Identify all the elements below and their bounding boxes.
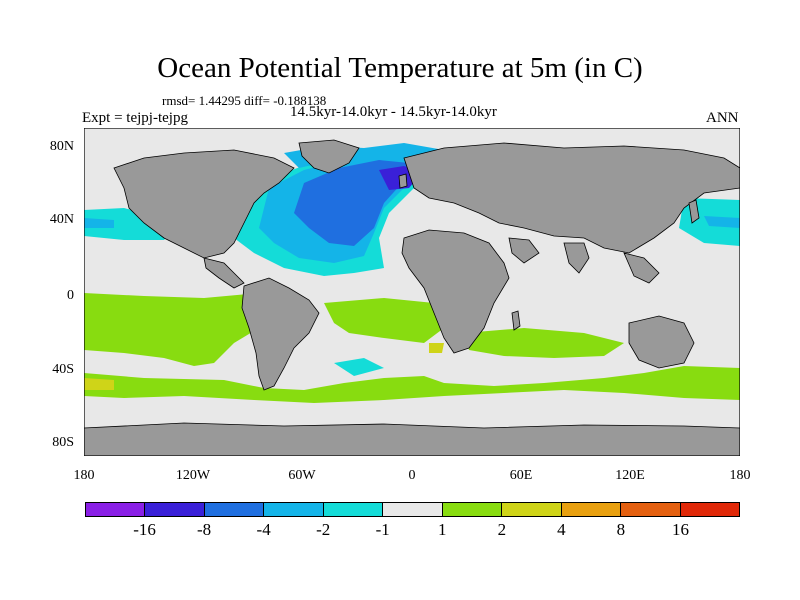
period-label: 14.5kyr-14.0kyr - 14.5kyr-14.0kyr (290, 104, 497, 120)
colorbar-label: -2 (316, 520, 331, 539)
x-tick-label: 180 (729, 468, 751, 483)
colorbar-swatch (264, 503, 324, 516)
north-pacific-band-region (84, 218, 114, 228)
southern-ocean-warm-region (84, 366, 740, 403)
x-tick-label: 0 (408, 468, 416, 483)
x-tick-label: 120W (175, 468, 211, 483)
colorbar-swatch (442, 503, 503, 516)
colorbar-swatch (204, 503, 265, 516)
land-masses (84, 139, 740, 456)
antarctica-land (84, 422, 740, 456)
x-tick-label: 60W (288, 468, 316, 483)
eurasia-land (403, 142, 740, 254)
y-tick-label: 80N (49, 139, 74, 154)
y-tick-label: 0 (67, 288, 74, 303)
southeast-asia-land (623, 252, 660, 284)
japan-land (688, 199, 700, 224)
south-america-land (241, 277, 320, 391)
arabia-land (508, 237, 540, 264)
y-tick-label: 40S (52, 362, 74, 377)
colorbar-swatch (621, 503, 681, 516)
world-map (84, 128, 740, 456)
x-tick-label: 60E (509, 468, 533, 483)
x-tick-label: 180 (73, 468, 95, 483)
south-atlantic-warm-region (324, 298, 444, 343)
madagascar-land (511, 310, 521, 331)
southern-ocean-patch-region (84, 378, 114, 390)
colorbar-swatch (86, 503, 146, 516)
south-indian-patch-region (429, 343, 444, 353)
indian-ocean-warm-region (464, 328, 624, 358)
colorbar-label: 2 (497, 520, 507, 539)
colorbar-swatch (383, 503, 443, 516)
colorbar-label: 8 (616, 520, 626, 539)
pacific-warm-region (84, 293, 274, 366)
central-america-land (203, 257, 245, 289)
colorbar-label: -1 (375, 520, 390, 539)
season-label: ANN (706, 110, 739, 126)
greenland-land (298, 139, 360, 174)
colorbar-label: 4 (557, 520, 566, 539)
india-land (563, 242, 590, 274)
colorbar-label: 16 (671, 520, 689, 539)
north-pacific-east-band-region (704, 216, 740, 228)
colorbar-label: -4 (256, 520, 271, 539)
colorbar-label: 1 (438, 520, 447, 539)
colorbar-swatch (502, 503, 562, 516)
y-tick-label: 40N (49, 212, 74, 227)
uk-land (398, 173, 408, 189)
x-tick-label: 120E (615, 468, 645, 483)
colorbar-label: -8 (196, 520, 212, 539)
colorbar-swatch (323, 503, 384, 516)
north-america-land (113, 149, 295, 259)
colorbar-label: -16 (133, 520, 156, 539)
y-tick-label: 80S (52, 435, 74, 450)
north-atlantic-strong-region (294, 160, 409, 246)
experiment-label: Expt = tejpj-tejpg (82, 110, 188, 126)
stats-line: rmsd= 1.44295 diff= -0.188138 (162, 93, 327, 108)
chart-title: Ocean Potential Temperature at 5m (in C) (157, 52, 643, 84)
colorbar-swatch (561, 503, 622, 516)
australia-land (628, 315, 695, 369)
colorbar-swatch (680, 503, 739, 516)
colorbar-swatch (145, 503, 205, 516)
colorbar (85, 502, 740, 517)
africa-land (401, 229, 510, 354)
east-pacific-cool-patch-region (334, 358, 384, 376)
